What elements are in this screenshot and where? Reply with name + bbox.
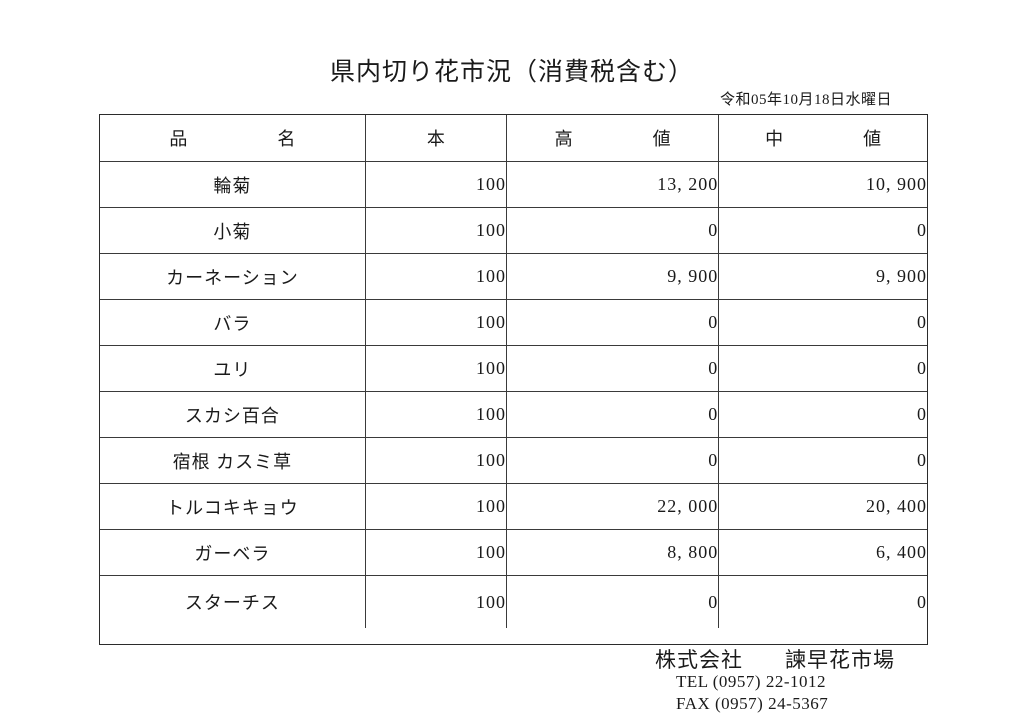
fax-line: FAX (0957) 24-5367 (676, 694, 829, 713)
cell-high: 0 (505, 345, 719, 392)
cell-qty: 100 (364, 299, 507, 346)
cell-qty: 100 (364, 575, 507, 628)
header-item-name: 品 名 (100, 115, 365, 162)
cell-high: 13, 200 (505, 161, 719, 208)
cell-qty: 100 (364, 161, 507, 208)
table-row: トルコキキョウ 100 22, 000 20, 400 (100, 483, 927, 530)
cell-name: トルコキキョウ (100, 483, 366, 530)
cell-qty: 100 (364, 391, 507, 438)
cell-name: バラ (100, 299, 366, 346)
table-row: 輪菊 100 13, 200 10, 900 (100, 161, 927, 208)
cell-mid: 0 (718, 345, 927, 392)
cell-mid: 10, 900 (718, 161, 927, 208)
cell-mid: 0 (718, 391, 927, 438)
cell-mid: 0 (718, 207, 927, 254)
table-row: 宿根 カスミ草 100 0 0 (100, 437, 927, 484)
cell-name: ユリ (100, 345, 366, 392)
cell-name: 小菊 (100, 207, 366, 254)
report-date: 令和05年10月18日水曜日 (719, 92, 892, 108)
cell-mid: 0 (718, 299, 927, 346)
header-high-char1: 高 (554, 129, 573, 149)
table-row: ガーベラ 100 8, 800 6, 400 (100, 529, 927, 576)
table-row: スターチス 100 0 0 (100, 575, 927, 628)
cell-high: 22, 000 (505, 483, 719, 530)
cell-high: 0 (505, 391, 719, 438)
cell-mid: 6, 400 (718, 529, 927, 576)
cell-high: 0 (505, 207, 719, 254)
header-mid-char1: 中 (765, 129, 784, 149)
table-body: 輪菊 100 13, 200 10, 900 小菊 100 0 0 カーネーション 100 9, 9… (100, 161, 927, 628)
header-mid-price: 中 値 (718, 115, 927, 162)
cell-mid: 20, 400 (718, 483, 927, 530)
cell-mid: 0 (718, 437, 927, 484)
company-name: 諫早花市場 (785, 648, 895, 672)
cell-name: 輪菊 (100, 161, 366, 208)
header-high-price: 高 値 (505, 115, 719, 162)
cell-high: 8, 800 (505, 529, 719, 576)
header-item-name-char2: 名 (277, 129, 296, 149)
table-row: ユリ 100 0 0 (100, 345, 927, 392)
table-row: カーネーション 100 9, 900 9, 900 (100, 253, 927, 300)
header-mid-char2: 値 (863, 129, 882, 149)
table-row: スカシ百合 100 0 0 (100, 391, 927, 438)
cell-qty: 100 (364, 207, 507, 254)
cell-name: カーネーション (100, 253, 366, 300)
table-row: 小菊 100 0 0 (100, 207, 927, 254)
table-row: バラ 100 0 0 (100, 299, 927, 346)
price-table-frame: 品 名 本 高 値 中 (99, 114, 928, 645)
cell-qty: 100 (364, 529, 507, 576)
company-line: 株式会社 諫早花市場 (655, 644, 895, 674)
cell-qty: 100 (364, 483, 507, 530)
price-table: 品 名 本 高 値 中 (100, 115, 927, 628)
header-item-name-char1: 品 (169, 129, 188, 149)
cell-qty: 100 (364, 437, 507, 484)
cell-qty: 100 (364, 253, 507, 300)
cell-mid: 0 (718, 575, 927, 628)
cell-name: スターチス (100, 575, 366, 628)
cell-name: スカシ百合 (100, 391, 366, 438)
header-quantity-char: 本 (426, 129, 445, 149)
cell-qty: 100 (364, 345, 507, 392)
cell-high: 0 (505, 299, 719, 346)
header-quantity: 本 (364, 115, 507, 162)
cell-name: ガーベラ (100, 529, 366, 576)
cell-mid: 9, 900 (718, 253, 927, 300)
company-type: 株式会社 (655, 648, 743, 672)
cell-high: 0 (505, 437, 719, 484)
table-header-row: 品 名 本 高 値 中 (100, 115, 927, 162)
tel-line: TEL (0957) 22-1012 (676, 672, 827, 691)
header-high-char2: 値 (652, 129, 671, 149)
cell-name: 宿根 カスミ草 (100, 437, 366, 484)
cell-high: 0 (505, 575, 719, 628)
page-title: 県内切り花市況（消費税含む） (329, 59, 694, 86)
cell-high: 9, 900 (505, 253, 719, 300)
